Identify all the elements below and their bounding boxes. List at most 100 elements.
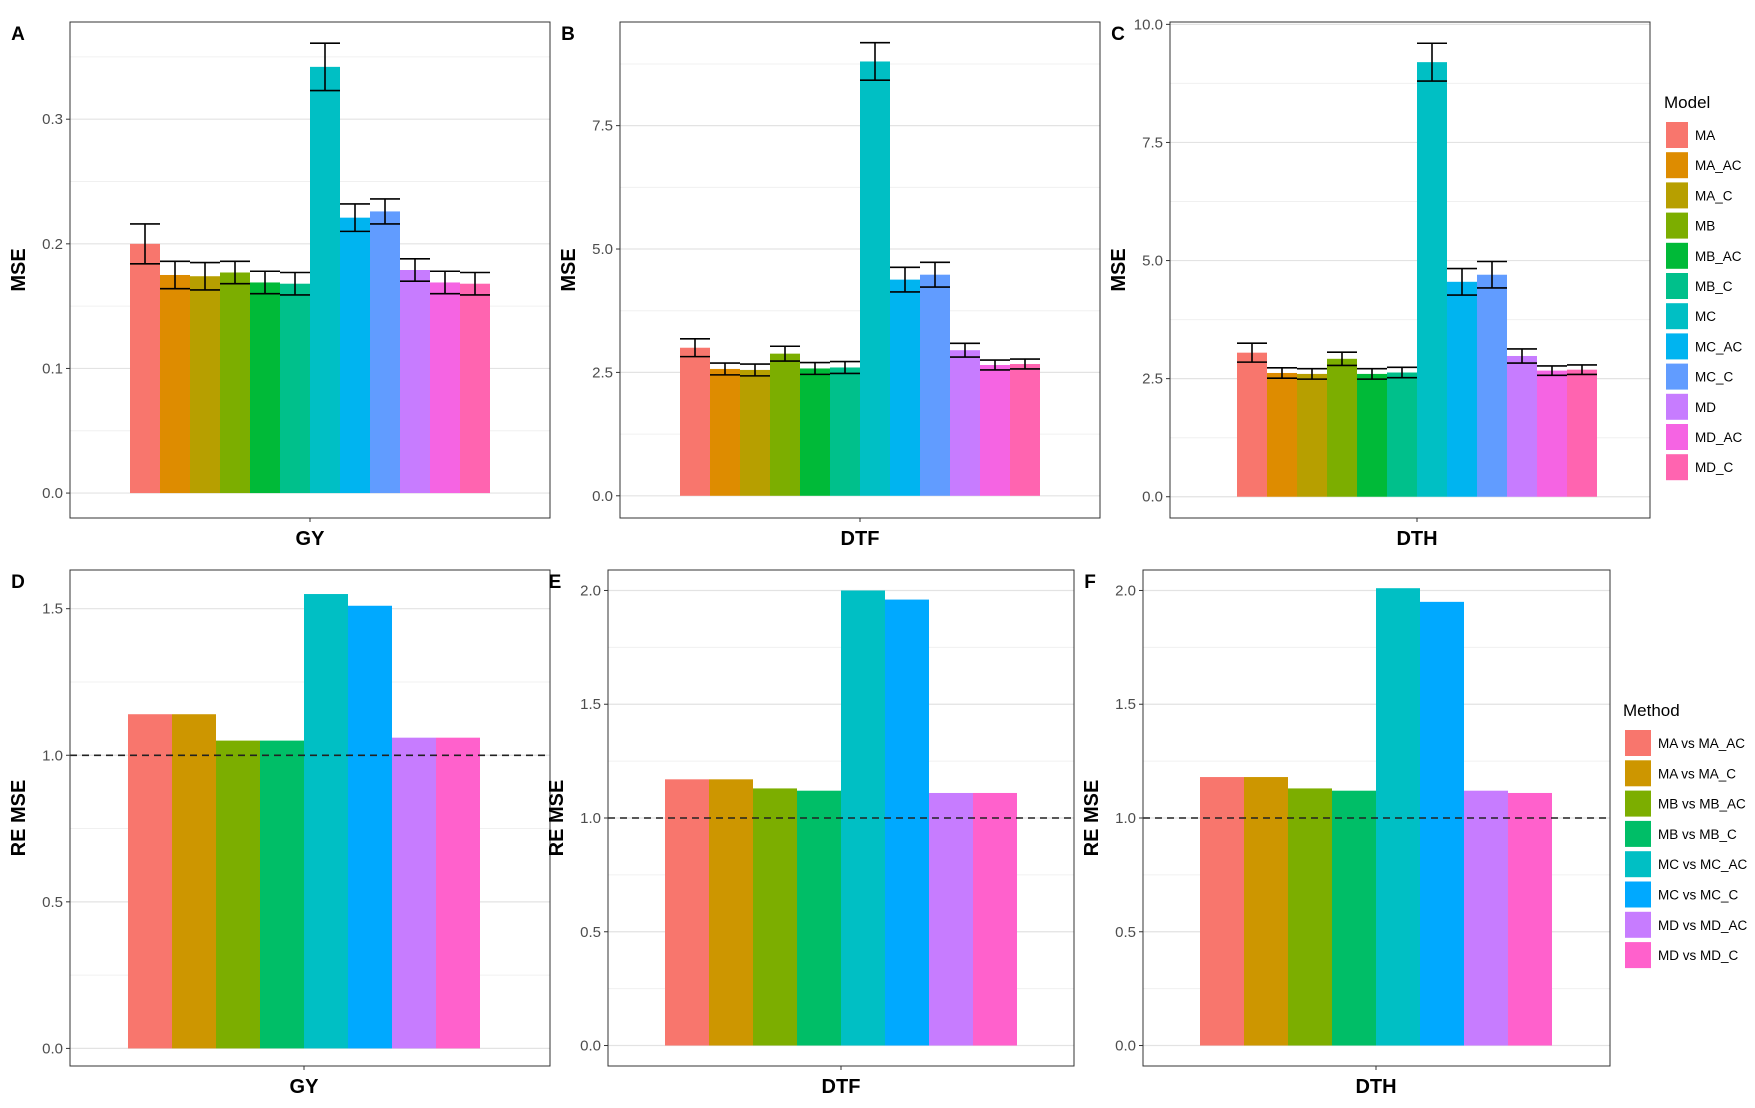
legend-label: MD_AC (1695, 430, 1743, 445)
legend-swatch (1666, 122, 1688, 148)
bar-ma-c (1297, 373, 1327, 497)
legend-swatch (1666, 273, 1688, 299)
y-tick-label: 0.3 (42, 111, 63, 128)
bar-mc (860, 61, 890, 496)
bar-md (950, 350, 980, 496)
y-tick-label: 10.0 (1134, 16, 1163, 33)
bar-mb-vs-mb-ac (216, 740, 260, 1049)
bar-mc-vs-mc-c (1420, 601, 1464, 1046)
legend-label: MB vs MB_AC (1658, 797, 1746, 812)
bar-ma-ac (1267, 372, 1297, 497)
legend-swatch (1666, 333, 1688, 360)
legend-swatch (1625, 911, 1651, 938)
panel-d: 0.0 0.5 1.0 1.5 GY RE MSE D (8, 569, 551, 1098)
bar-ma-vs-ma-c (709, 779, 753, 1046)
bar-mc-c (1477, 274, 1507, 497)
bar-mb-c (830, 367, 860, 496)
x-axis-label: DTH (1355, 1076, 1396, 1098)
legend-method: Method MA vs MA_AC MA vs MA_C MB vs MB_AC MB… (1623, 701, 1748, 969)
bar-mc (1417, 62, 1447, 497)
y-axis-title: MSE (558, 248, 580, 291)
legend-label: MA (1695, 128, 1715, 143)
bar-md-c (1010, 364, 1040, 496)
y-tick-label: 7.5 (592, 118, 613, 135)
legend-label: MC_C (1695, 370, 1734, 385)
bar-mc-c (920, 274, 950, 496)
y-tick-label: 0.5 (42, 894, 63, 911)
y-axis-title: MSE (1108, 248, 1130, 291)
legend-label: MC vs MC_AC (1658, 857, 1748, 872)
y-tick-label: 0.0 (42, 485, 63, 502)
legend-label: MB_AC (1695, 249, 1742, 264)
legend-swatch (1666, 424, 1688, 450)
y-tick-label: 0.0 (592, 488, 613, 505)
legend-swatch (1666, 393, 1688, 420)
legend-swatch (1625, 760, 1651, 787)
bar-mc-vs-mc-c (348, 605, 392, 1049)
legend-label: MC (1695, 309, 1716, 324)
bar-ma-vs-ma-ac (1200, 777, 1244, 1046)
legend-swatch (1625, 881, 1651, 908)
legend-label: MA_AC (1695, 158, 1742, 173)
bar-md (1507, 355, 1537, 497)
legend-label: MB vs MB_C (1658, 827, 1737, 842)
bar-ma-ac (710, 368, 740, 496)
legend-title: Method (1623, 701, 1680, 720)
bar-md-vs-md-ac (1464, 790, 1508, 1046)
bar-md-vs-md-c (973, 792, 1017, 1046)
y-axis-title: RE MSE (8, 780, 30, 857)
bar-mc-ac (1447, 281, 1477, 497)
bar-mb-ac (1357, 373, 1387, 497)
plot-border (1169, 21, 1651, 519)
x-axis-label: DTF (841, 528, 880, 550)
y-axis-title: RE MSE (1081, 780, 1103, 857)
bar-mb-vs-mb-c (1332, 790, 1376, 1046)
y-axis-title: MSE (8, 248, 30, 291)
legend-label: MC vs MC_C (1658, 888, 1738, 903)
legend-swatch (1666, 212, 1688, 239)
bar-ma (130, 243, 160, 494)
panel-tag: B (561, 24, 575, 45)
bar-mb (770, 353, 800, 496)
legend-label: MD vs MD_C (1658, 948, 1738, 963)
legend-swatch (1625, 851, 1651, 878)
legend-swatch (1625, 942, 1651, 969)
bar-mb-ac (250, 282, 280, 494)
bar-ma-c (740, 369, 770, 496)
legend-swatch (1625, 730, 1651, 756)
bar-ma (1237, 352, 1267, 497)
y-tick-label: 0.0 (42, 1040, 63, 1057)
y-tick-label: 0.0 (1115, 1038, 1136, 1055)
x-axis-label: GY (290, 1076, 320, 1098)
bar-mb-vs-mb-ac (753, 788, 797, 1046)
bar-ma-vs-ma-ac (665, 779, 709, 1046)
y-tick-label: 2.0 (1115, 582, 1136, 599)
bar-mb-vs-mb-c (797, 790, 841, 1046)
panel-tag: D (11, 572, 25, 593)
bar-md-vs-md-c (436, 737, 480, 1049)
y-tick-label: 0.5 (580, 924, 601, 941)
bar-md-vs-md-ac (929, 792, 973, 1046)
bar-mc-ac (890, 279, 920, 496)
bar-ma-c (190, 276, 220, 494)
legend-label: MD_C (1695, 460, 1734, 475)
panel-c: 0.0 2.5 5.0 7.5 10.0 DTH MSE C (1108, 16, 1651, 550)
y-tick-label: 0.2 (42, 236, 63, 253)
legend-swatch (1666, 242, 1688, 269)
bar-mb-c (280, 283, 310, 494)
bar-ma-vs-ma-ac (128, 714, 172, 1049)
bar-md-ac (430, 282, 460, 494)
bar-mb-vs-mb-c (260, 740, 304, 1049)
bar-mb-vs-mb-ac (1288, 788, 1332, 1046)
legend-label: MD vs MD_AC (1658, 918, 1748, 933)
legend-swatch (1625, 820, 1651, 847)
legend-label: MA vs MA_C (1658, 766, 1736, 781)
y-tick-label: 5.0 (1142, 253, 1163, 270)
legend-label: MB (1695, 219, 1715, 234)
legend-swatch (1666, 454, 1688, 481)
bar-mc-vs-mc-ac (304, 594, 348, 1049)
bar-md-c (1567, 369, 1597, 497)
legend-title: Model (1664, 93, 1710, 112)
y-tick-label: 1.5 (42, 601, 63, 618)
